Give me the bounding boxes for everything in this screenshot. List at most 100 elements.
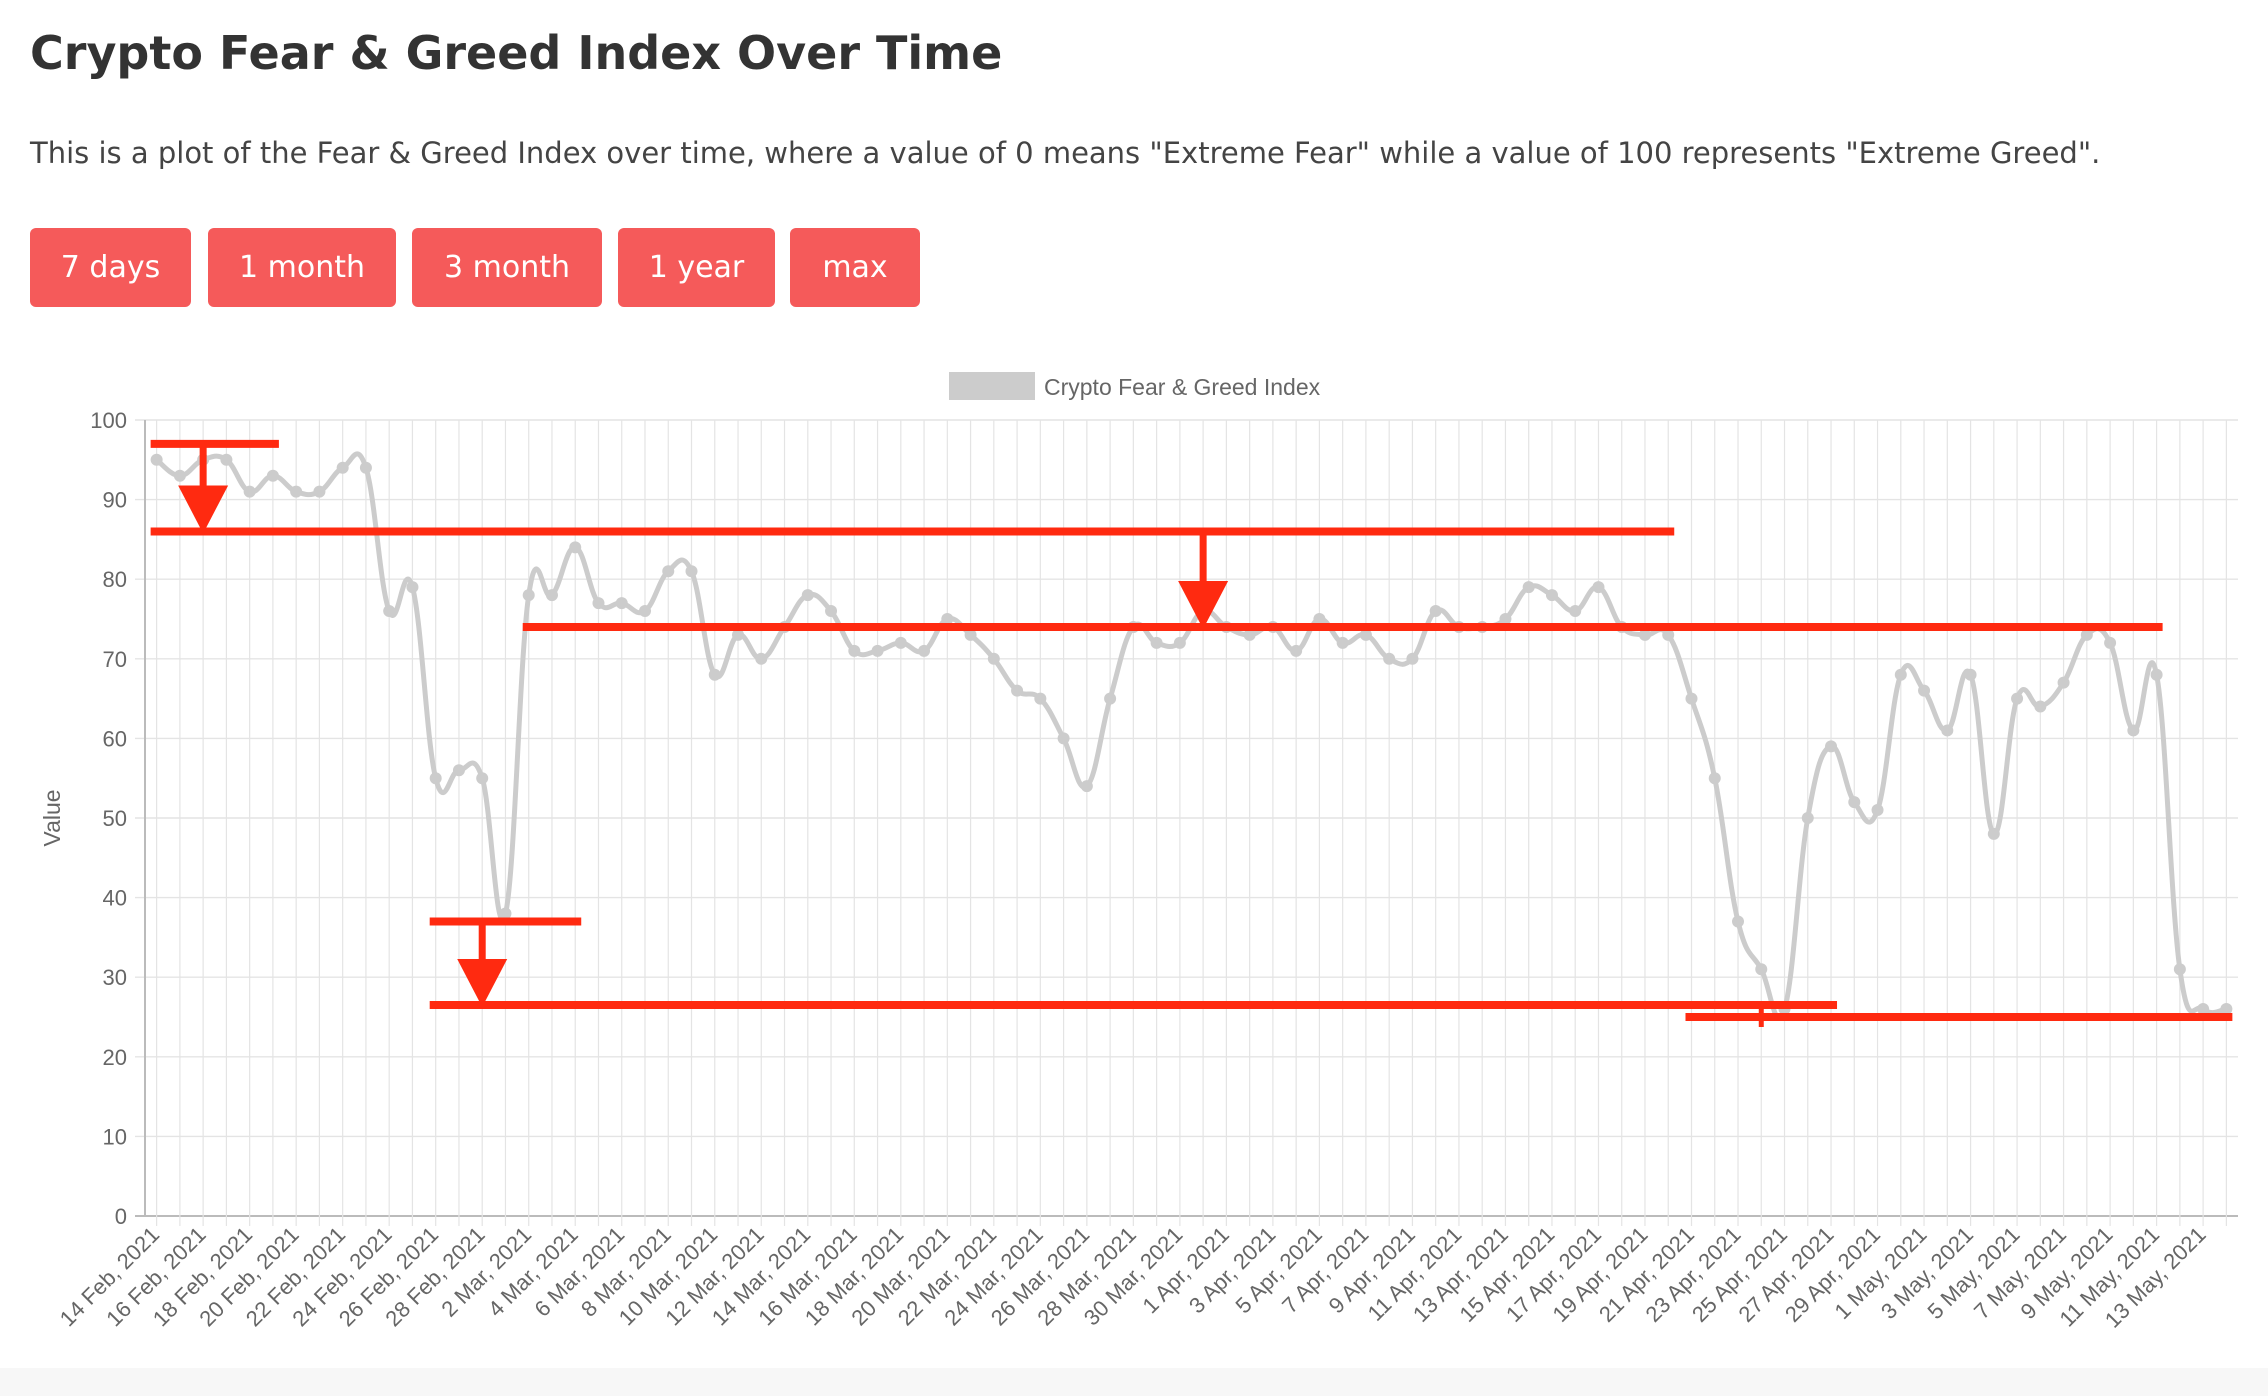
annotation-arrow-head [1178,580,1229,629]
range-max-button[interactable]: max [790,228,920,307]
page-footer-strip [0,1368,2268,1396]
data-point[interactable] [1662,628,1675,641]
data-point[interactable] [2080,628,2093,641]
data-point[interactable] [2150,668,2163,681]
y-tick-label: 40 [103,886,127,911]
y-tick-label: 80 [103,567,127,592]
data-point[interactable] [1708,772,1721,785]
data-point[interactable] [2104,636,2117,649]
data-point[interactable] [1057,732,1070,745]
y-tick-label: 10 [103,1124,127,1149]
data-point[interactable] [569,541,582,554]
data-point[interactable] [1359,628,1372,641]
range-7-days-button[interactable]: 7 days [30,228,191,307]
data-point[interactable] [1104,692,1117,705]
range-1-year-button[interactable]: 1 year [618,228,775,307]
data-point[interactable] [2173,963,2186,976]
data-point[interactable] [732,628,745,641]
data-point[interactable] [1685,692,1698,705]
data-point[interactable] [1569,605,1582,618]
data-point[interactable] [1011,684,1024,697]
data-point[interactable] [173,469,186,482]
data-point[interactable] [1545,589,1558,602]
data-point[interactable] [1499,613,1512,625]
data-point[interactable] [1336,636,1349,649]
data-point[interactable] [243,485,256,498]
chart-legend[interactable]: Crypto Fear & Greed Index [949,372,1321,400]
data-point[interactable] [1987,827,2000,840]
data-point[interactable] [918,644,931,657]
data-point[interactable] [1964,668,1977,681]
data-point[interactable] [1871,804,1884,817]
data-point[interactable] [452,764,465,777]
data-point[interactable] [825,605,838,618]
data-point[interactable] [615,597,628,610]
data-point[interactable] [476,772,489,785]
data-point[interactable] [2011,692,2024,705]
data-point[interactable] [1080,780,1093,793]
data-point[interactable] [2127,724,2140,737]
data-point[interactable] [1243,628,1256,641]
data-point[interactable] [150,453,163,466]
data-point[interactable] [848,644,861,657]
series-line [155,451,2227,1021]
data-point[interactable] [1755,963,1768,976]
data-point[interactable] [941,613,954,625]
data-point[interactable] [708,668,721,681]
data-point[interactable] [1592,581,1605,594]
range-1-month-button[interactable]: 1 month [208,228,396,307]
data-point[interactable] [220,453,233,466]
data-point[interactable] [2197,1003,2210,1016]
data-point[interactable] [545,589,558,602]
data-point[interactable] [638,605,651,618]
data-point[interactable] [1034,692,1047,705]
data-point[interactable] [2057,676,2070,689]
data-point[interactable] [359,461,372,474]
data-point[interactable] [685,565,698,578]
data-point[interactable] [1429,605,1442,618]
data-point[interactable] [1848,796,1861,809]
y-tick-label: 100 [90,408,127,433]
data-point[interactable] [801,589,814,602]
annotation-arrow-head [178,485,229,534]
data-point[interactable] [1941,724,1954,737]
data-point[interactable] [383,605,396,618]
data-point[interactable] [1406,652,1419,665]
data-point[interactable] [1918,684,1931,697]
data-point[interactable] [336,461,349,474]
range-3-month-button[interactable]: 3 month [412,228,602,307]
data-point[interactable] [1825,740,1838,753]
data-point[interactable] [871,644,884,657]
page-title: Crypto Fear & Greed Index Over Time [30,26,1003,80]
data-point[interactable] [1313,613,1326,625]
data-point[interactable] [313,485,326,498]
data-point[interactable] [1801,812,1814,824]
data-point[interactable] [592,597,605,610]
data-point[interactable] [429,772,442,785]
data-point[interactable] [266,469,279,482]
data-point[interactable] [1150,636,1163,649]
data-point[interactable] [1638,628,1651,641]
data-point[interactable] [987,652,1000,665]
data-point[interactable] [894,636,907,649]
y-tick-label: 30 [103,965,127,990]
data-point[interactable] [290,485,303,498]
data-point[interactable] [406,581,419,594]
data-point[interactable] [755,652,768,665]
legend-swatch [949,372,1035,400]
y-tick-label: 60 [103,726,127,751]
data-point[interactable] [662,565,675,578]
data-point[interactable] [1732,915,1745,928]
data-point[interactable] [964,628,977,641]
data-point[interactable] [2034,700,2047,713]
fear-greed-line-chart: Crypto Fear & Greed Index 0 10 20 30 40 50 60 7… [39,372,2238,1333]
data-point[interactable] [522,589,535,602]
data-point[interactable] [1173,636,1186,649]
data-point[interactable] [2220,1003,2233,1016]
y-tick-label: 0 [115,1204,127,1229]
data-point[interactable] [499,907,512,920]
data-point[interactable] [1290,644,1303,657]
data-point[interactable] [1383,652,1396,665]
data-point[interactable] [1522,581,1535,594]
data-point[interactable] [1894,668,1907,681]
